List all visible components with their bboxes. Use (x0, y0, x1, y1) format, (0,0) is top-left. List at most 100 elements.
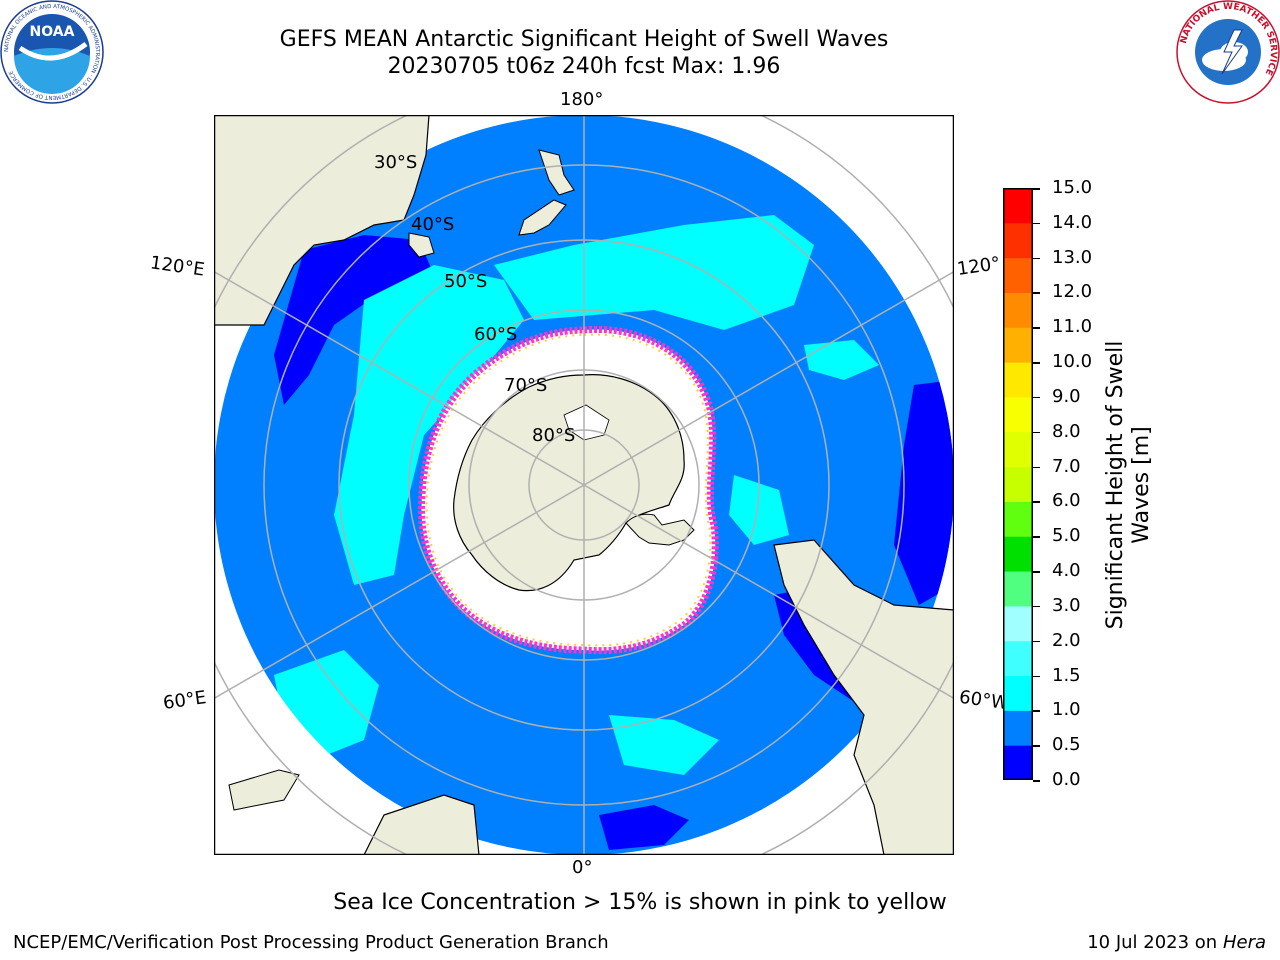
colorbar-bin (1003, 362, 1033, 398)
colorbar-bin (1003, 431, 1033, 468)
colorbar-label-line2: Waves [m] (1129, 426, 1154, 544)
swell-mod-drake (729, 475, 789, 545)
colorbar-bin (1003, 501, 1033, 537)
colorbar-tick-mark (1033, 571, 1040, 573)
noaa-wordmark: NOAA (30, 24, 75, 40)
colorbar-tick-label: 3.0 (1052, 594, 1081, 616)
colorbar-tick-label: 4.0 (1052, 560, 1081, 582)
map-frame (214, 115, 954, 855)
sea-ice-footnote: Sea Ice Concentration > 15% is shown in … (333, 890, 947, 915)
antarctica-land (453, 374, 685, 592)
meridian-label-0: 0° (572, 857, 593, 878)
colorbar-tick-mark (1033, 605, 1040, 608)
colorbar-bin (1003, 292, 1033, 328)
lat-label-60s: 60°S (474, 324, 517, 345)
colorbar-bin (1003, 536, 1033, 572)
generation-stamp: 10 Jul 2023 on Hera (1087, 932, 1266, 953)
colorbar-tick-label: 12.0 (1052, 281, 1093, 303)
swell-mod-pacific-east (804, 340, 879, 380)
colorbar-tick-label: 7.0 (1052, 455, 1081, 477)
colorbar-tick-label: 6.0 (1052, 490, 1081, 512)
colorbar-bin (1003, 466, 1033, 502)
colorbar (1003, 188, 1033, 780)
colorbar-tick-label: 8.0 (1052, 420, 1081, 442)
colorbar-tick-label: 11.0 (1052, 316, 1093, 338)
colorbar-tick-label: 5.0 (1052, 525, 1081, 547)
colorbar-bin (1003, 710, 1033, 746)
swell-mod-indian (334, 265, 524, 585)
swell-mod-atlantic (609, 715, 719, 775)
swell-low-east-pacific (894, 380, 954, 605)
nws-logo: NATIONAL WEATHER SERVICE (1176, 0, 1280, 104)
colorbar-tick-label: 10.0 (1052, 351, 1093, 373)
tasmania-land (408, 232, 435, 258)
madagascar-land (228, 769, 300, 811)
lat-label-40s: 40°S (411, 214, 454, 235)
colorbar-bin (1003, 640, 1033, 677)
colorbar-tick-label: 9.0 (1052, 385, 1081, 407)
lat-label-50s: 50°S (444, 271, 487, 292)
meridian-lines (214, 115, 954, 855)
colorbar-bin (1003, 745, 1033, 780)
colorbar-bin (1003, 257, 1033, 293)
colorbar-tick-mark (1033, 327, 1040, 329)
colorbar-frame (1003, 188, 1033, 780)
meridian-label-60e: 60°E (161, 687, 208, 714)
colorbar-label: Significant Height of Swell Waves [m] (1103, 330, 1155, 640)
colorbar-bin (1003, 188, 1033, 224)
australia-land (214, 115, 430, 326)
chart-subtitle: 20230705 t06z 240h fcst Max: 1.96 (387, 54, 781, 79)
colorbar-tick-mark (1033, 466, 1040, 469)
colorbar-bin (1003, 605, 1033, 642)
colorbar-tick-mark (1033, 431, 1040, 434)
swell-low-south-atlantic (599, 805, 689, 850)
colorbar-tick-mark (1033, 780, 1040, 782)
meridian-label-180: 180° (560, 89, 604, 110)
colorbar-tick-label: 1.5 (1052, 664, 1081, 686)
latitude-labels: 30°S 40°S 50°S 60°S 70°S 80°S (374, 152, 575, 446)
colorbar-bin (1003, 571, 1033, 607)
colorbar-tick-label: 0.5 (1052, 734, 1081, 756)
colorbar-tick-label: 1.0 (1052, 699, 1081, 721)
colorbar-tick-mark (1033, 501, 1040, 503)
swell-low-tasman (274, 235, 434, 405)
colorbar-label-line1: Significant Height of Swell (1103, 340, 1128, 630)
producer-credit: NCEP/EMC/Verification Post Processing Pr… (13, 932, 609, 953)
colorbar-tick-label: 2.0 (1052, 629, 1081, 651)
colorbar-tick-mark (1033, 710, 1040, 712)
africa-land (363, 794, 480, 855)
stamp-date: 10 Jul 2023 on (1087, 932, 1223, 953)
colorbar-tick-label: 0.0 (1052, 769, 1081, 790)
colorbar-tick-mark (1033, 257, 1040, 260)
lat-label-70s: 70°S (504, 375, 547, 396)
new-zealand-north (538, 149, 575, 196)
colorbar-tick-mark (1033, 536, 1040, 538)
colorbar-tick-label: 15.0 (1052, 177, 1093, 198)
chart-title: GEFS MEAN Antarctic Significant Height o… (279, 27, 889, 52)
meridian-label-120e: 120°E (148, 252, 206, 281)
colorbar-bin (1003, 396, 1033, 433)
colorbar-tick-mark (1033, 222, 1040, 225)
colorbar-tick-mark (1033, 188, 1040, 190)
colorbar-bin (1003, 327, 1033, 363)
noaa-logo: NATIONAL OCEANIC AND ATMOSPHERIC ADMINIS… (0, 0, 104, 104)
stamp-machine: Hera (1222, 932, 1266, 953)
colorbar-bin (1003, 222, 1033, 259)
lat-label-80s: 80°S (532, 425, 575, 446)
colorbar-tick-mark (1033, 292, 1040, 294)
colorbar-tick-label: 13.0 (1052, 246, 1093, 268)
colorbar-tick-mark (1033, 396, 1040, 399)
colorbar-bin (1003, 675, 1033, 711)
colorbar-tick-mark (1033, 640, 1040, 643)
colorbar-tick-mark (1033, 745, 1040, 747)
new-zealand-south (518, 199, 567, 236)
polar-stereographic-map: 30°S 40°S 50°S 60°S 70°S 80°S (214, 115, 954, 855)
lat-label-30s: 30°S (374, 152, 417, 173)
colorbar-tick-label: 14.0 (1052, 211, 1093, 233)
sea-ice-edge-yellow (425, 333, 712, 647)
meridian-label-120w: 120° (955, 253, 1002, 280)
colorbar-tick-mark (1033, 362, 1040, 364)
colorbar-tick-mark (1033, 675, 1040, 678)
swell-mod-pacific-north (494, 215, 814, 330)
south-america-land (773, 539, 954, 855)
